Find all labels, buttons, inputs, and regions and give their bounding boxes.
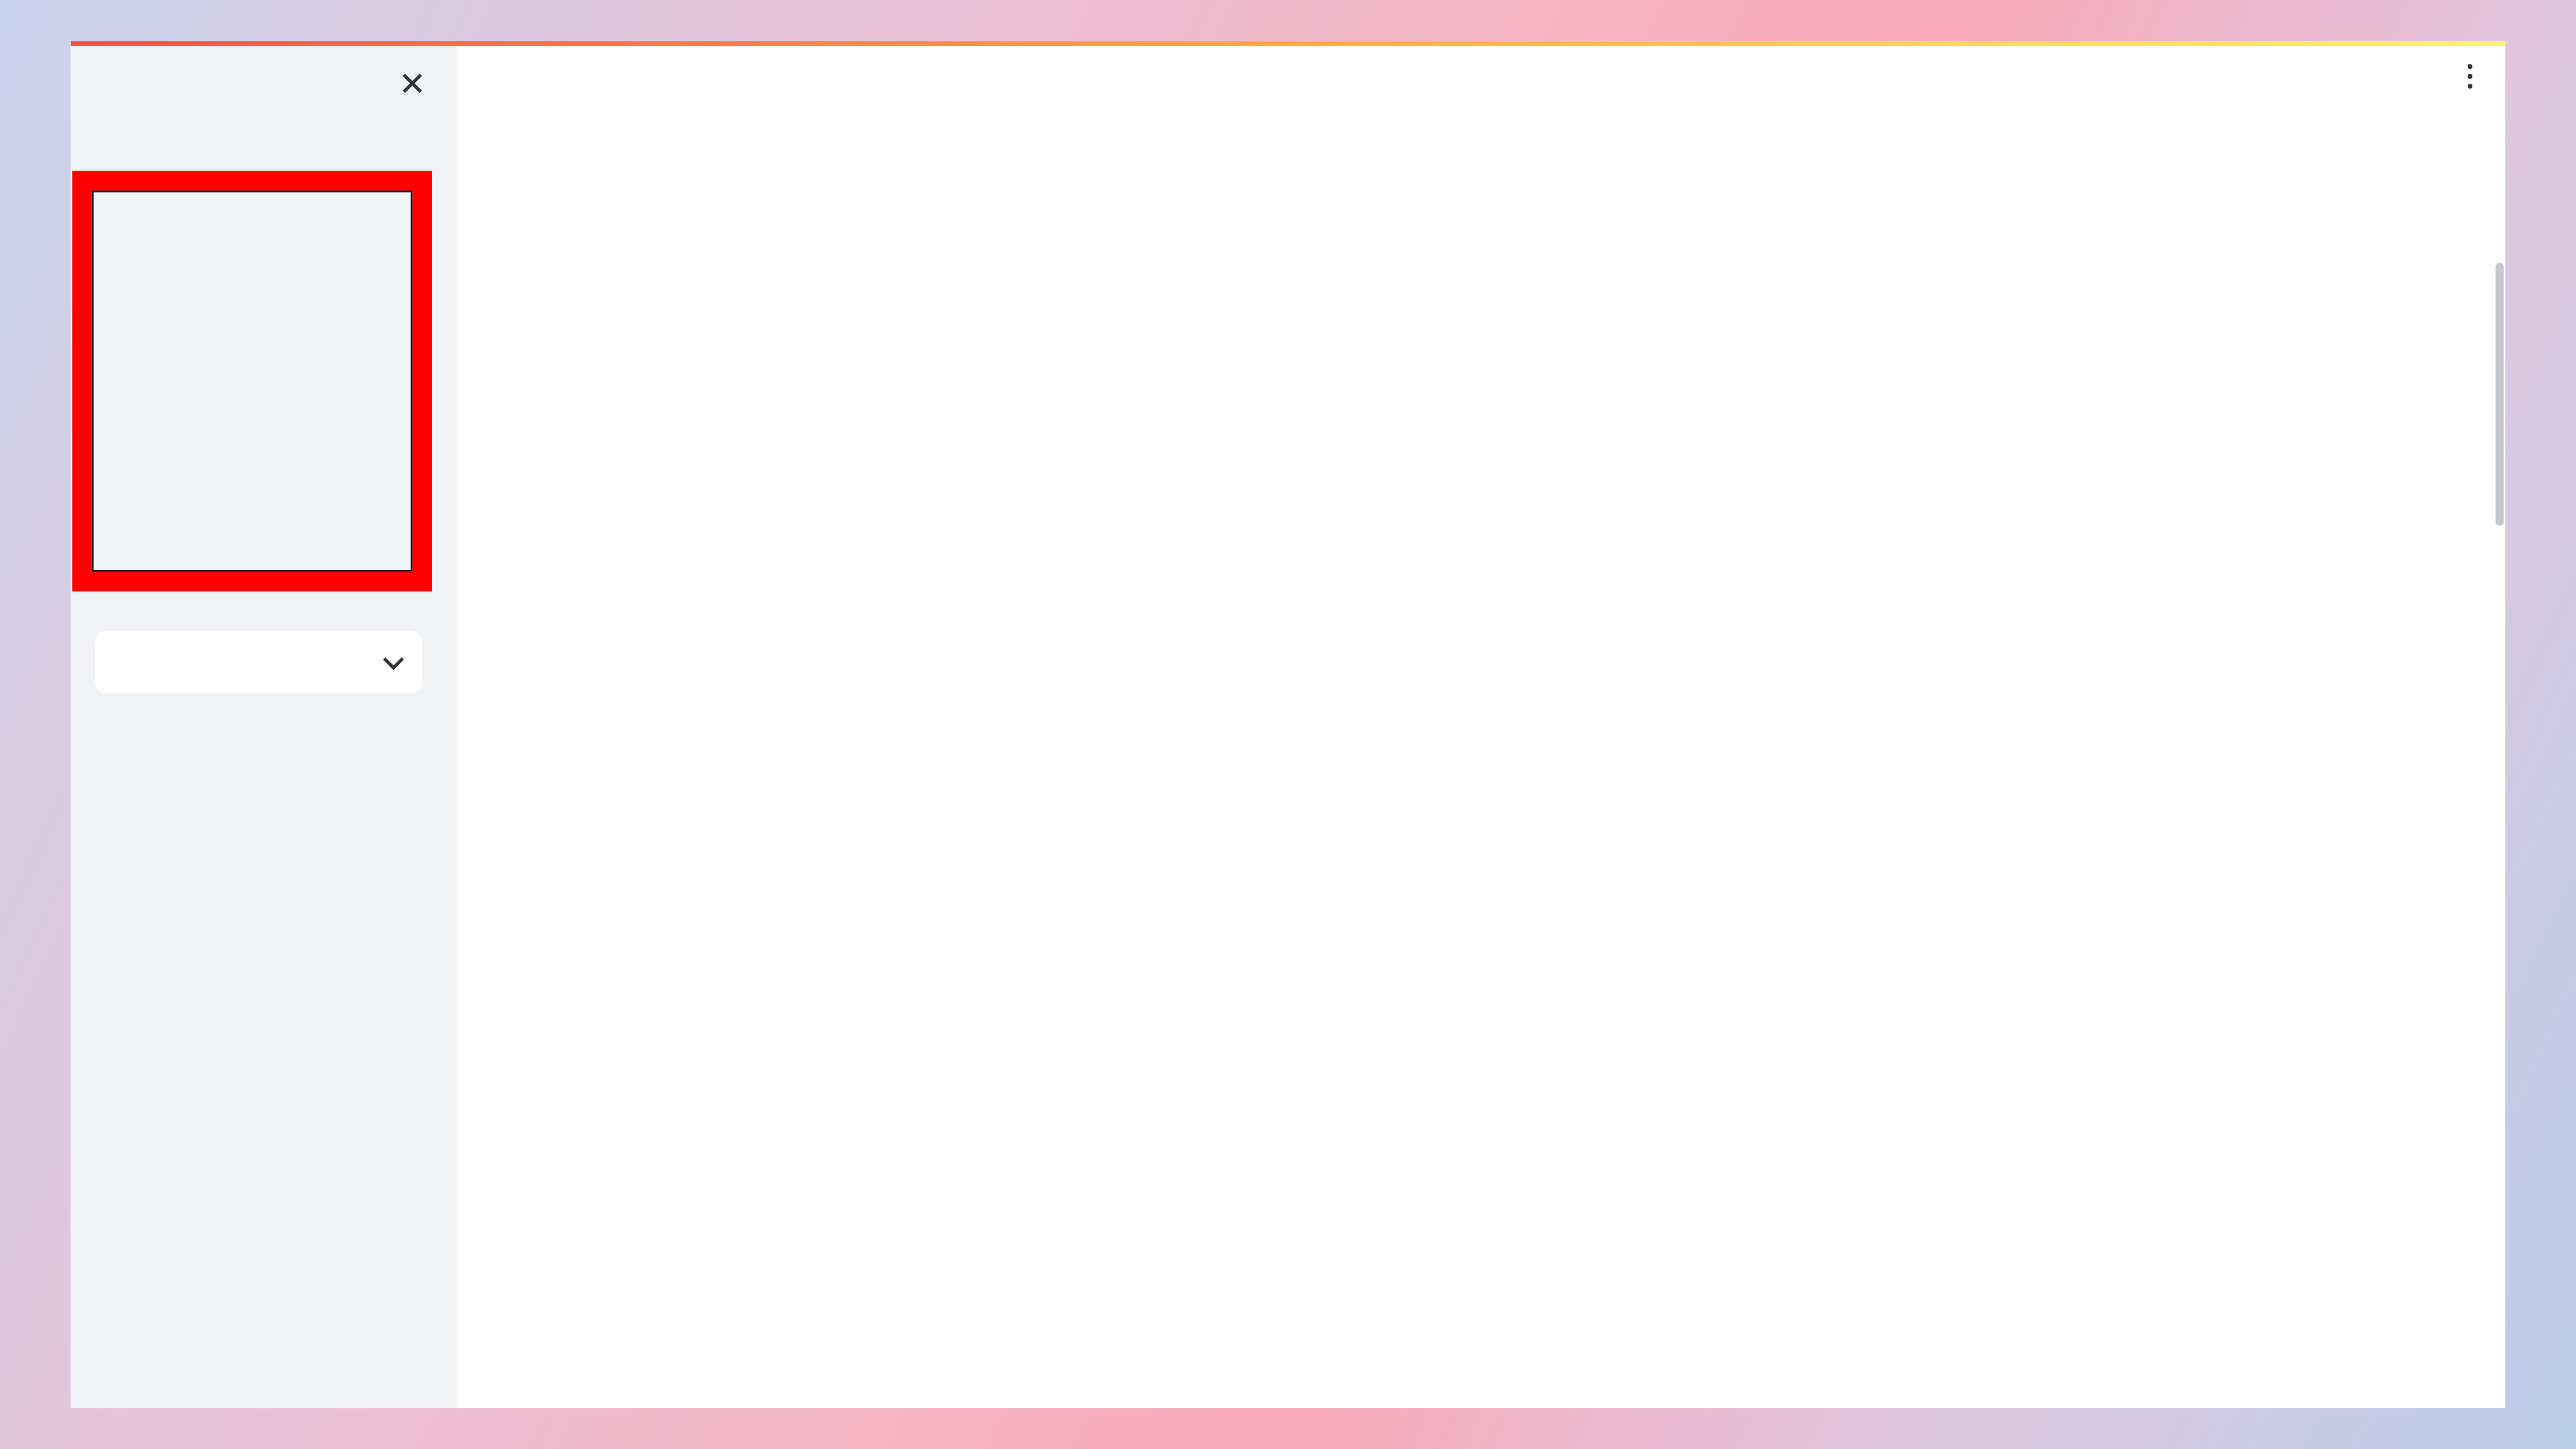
top-decoration [70,41,2506,46]
highlight-box [72,171,432,592]
chevron [383,649,404,670]
app-window: ✕ [70,41,2506,1408]
curve-select[interactable] [95,630,422,694]
menu-button[interactable] [2463,64,2476,93]
sidebar: ✕ [70,46,457,1408]
scrollbar[interactable] [2496,263,2504,526]
close-sidebar[interactable]: ✕ [398,67,426,104]
